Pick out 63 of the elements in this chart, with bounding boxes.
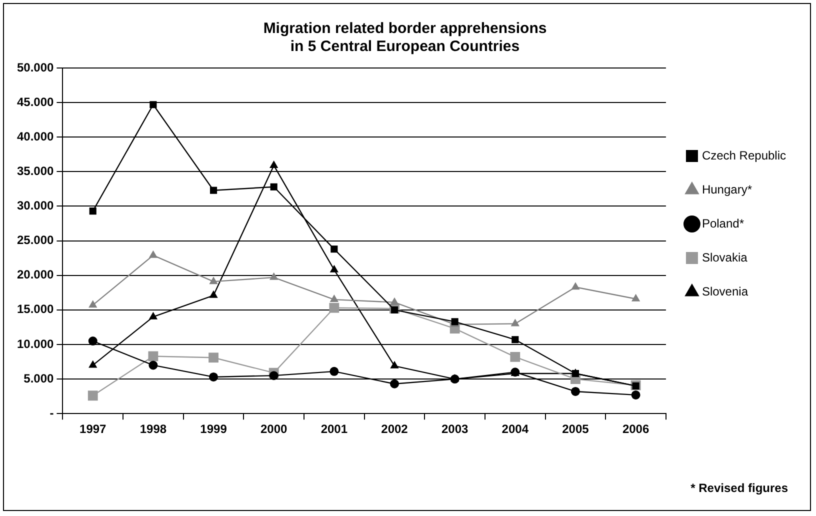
y-tick-label: 15.000: [17, 302, 54, 316]
legend-label: Hungary*: [702, 182, 752, 196]
y-tick-label: 10.000: [17, 336, 54, 351]
y-tick-label: 20.000: [17, 268, 54, 282]
y-tick-label: 35.000: [17, 164, 54, 178]
point: [150, 101, 157, 108]
point: [330, 294, 338, 302]
x-tick-label: 2001: [320, 422, 348, 436]
point: [88, 336, 98, 346]
point: [510, 352, 520, 362]
point: [571, 282, 580, 290]
point: [270, 183, 278, 190]
y-tick-label: 5.000: [24, 371, 54, 386]
point: [330, 366, 339, 376]
point: [209, 276, 218, 284]
legend-label: Slovenia: [702, 284, 748, 298]
point: [148, 351, 158, 362]
point: [88, 360, 98, 368]
x-tick-label: 2002: [381, 422, 408, 436]
chart-title: Migration related border apprehensions in 5 Central European Countries: [263, 20, 547, 56]
point: [208, 352, 218, 363]
point: [330, 246, 338, 253]
point: [89, 208, 96, 215]
text: * Revised figures: [690, 481, 788, 495]
point: [210, 186, 218, 194]
point: [148, 250, 158, 258]
point: [148, 360, 158, 370]
point: [390, 297, 399, 305]
y-tick-label: 45.000: [17, 94, 54, 109]
legend-label: Slovakia: [702, 250, 748, 264]
point: [390, 360, 399, 368]
point: [270, 272, 278, 280]
x-tick-label: 2004: [502, 422, 529, 436]
point: [512, 336, 519, 344]
y-tick-label: 50.000: [17, 60, 54, 74]
point: [631, 294, 640, 302]
legend-label: Poland*: [702, 216, 744, 230]
legend-label: Czech Republic: [702, 148, 786, 162]
x-tick-label: 1999: [200, 422, 228, 436]
point: [270, 160, 278, 168]
x-tick-label: 2000: [260, 422, 288, 436]
point: [148, 312, 158, 320]
y-tick-label: -: [50, 406, 54, 420]
x-tick-label: 2006: [622, 422, 650, 436]
x-tick-label: 2003: [441, 422, 468, 436]
x-tick-label: 1998: [140, 422, 167, 436]
point: [88, 300, 98, 308]
point: [269, 371, 278, 380]
x-tick-label: 1997: [80, 422, 107, 436]
point: [631, 390, 640, 400]
y-tick-label: 40.000: [17, 129, 54, 144]
point: [390, 379, 399, 388]
point: [209, 290, 218, 298]
y-tick-label: 30.000: [17, 198, 54, 213]
y-tick-label: 25.000: [17, 233, 54, 248]
point: [329, 302, 340, 313]
point: [330, 264, 338, 272]
point: [390, 306, 398, 314]
point: [570, 386, 580, 396]
point: [510, 318, 520, 326]
point: [209, 372, 218, 382]
point: [88, 390, 98, 401]
x-tick-label: 2005: [562, 422, 590, 436]
